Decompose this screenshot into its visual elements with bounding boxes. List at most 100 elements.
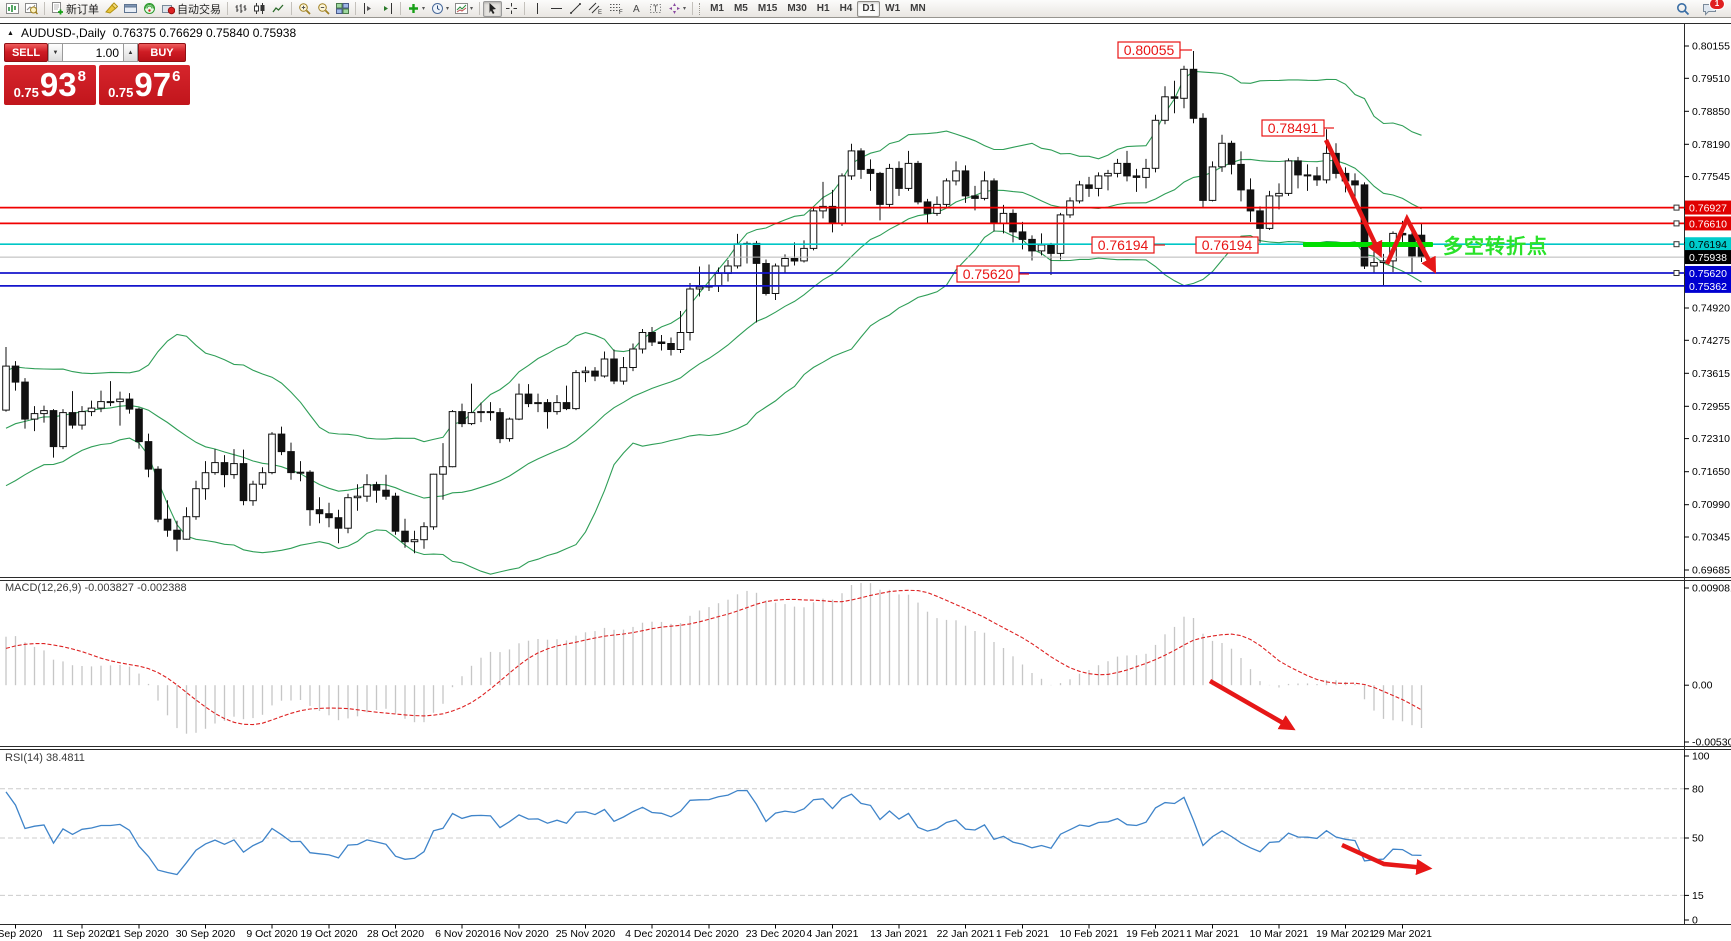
arrow-objects-icon: [669, 3, 681, 14]
svg-text:A: A: [633, 4, 640, 15]
text-icon: A: [633, 4, 640, 15]
rsi-down-arrow[interactable]: [1341, 842, 1433, 876]
price-callout-0.76194[interactable]: 0.76194: [1091, 236, 1165, 254]
timeframe-m1-button[interactable]: M1: [705, 1, 729, 17]
autotrading-button[interactable]: 自动交易: [159, 1, 224, 17]
buy-price-pip: 6: [172, 68, 181, 85]
buy-price-panel[interactable]: 0.75 97 6: [98, 65, 190, 105]
svg-text:0.74275: 0.74275: [1692, 335, 1730, 347]
cursor-button[interactable]: [483, 0, 503, 17]
strategy-tester-icon: [144, 3, 155, 14]
equidistant-channel-button[interactable]: E: [585, 1, 606, 17]
svg-text:F: F: [619, 10, 623, 15]
terminal-button[interactable]: [121, 1, 140, 17]
annotations[interactable]: 多空转折点 0.80055 0.78491 0.76194 0.76194 0.75620: [956, 41, 1548, 876]
buy-price-prefix: 0.75: [108, 85, 134, 100]
sell-button[interactable]: SELL: [4, 43, 48, 62]
svg-text:0.71650: 0.71650: [1692, 466, 1730, 478]
collapse-panel-icon[interactable]: ▲: [7, 29, 14, 37]
svg-text:2 Sep 2020: 2 Sep 2020: [0, 928, 43, 940]
search-button[interactable]: [1673, 1, 1693, 17]
price-callout-0.80055[interactable]: 0.80055: [1117, 41, 1192, 59]
indicators-add-button[interactable]: ▾: [404, 1, 428, 17]
buy-button[interactable]: BUY: [138, 43, 186, 62]
metaeditor-button[interactable]: [102, 1, 121, 17]
trendline-button[interactable]: [566, 1, 585, 17]
price-line-0.75620[interactable]: [0, 270, 1684, 276]
timeframe-d1-button[interactable]: D1: [857, 0, 881, 17]
svg-text:0.76194: 0.76194: [1098, 237, 1149, 253]
autotrading-icon: [162, 5, 175, 15]
timeframe-w1-button[interactable]: W1: [880, 1, 905, 17]
price-callout-0.76194[interactable]: 0.76194: [1195, 236, 1259, 254]
timeframe-m15-button[interactable]: M15: [753, 1, 782, 17]
svg-text:0.76610: 0.76610: [1689, 218, 1727, 230]
horizontal-line-button[interactable]: [547, 1, 566, 17]
zoom-in-button[interactable]: [295, 1, 314, 17]
profiles-button[interactable]: [22, 1, 41, 17]
chevron-down-icon: ▾: [470, 5, 474, 12]
toolbar-separator: [692, 2, 694, 15]
svg-text:0.80055: 0.80055: [1124, 42, 1175, 58]
line-chart-button[interactable]: [269, 1, 288, 17]
svg-text:0.70990: 0.70990: [1692, 499, 1730, 511]
arrows-button[interactable]: ▾: [665, 1, 689, 17]
annotation-text[interactable]: 多空转折点: [1443, 234, 1548, 258]
fibonacci-icon: F: [610, 4, 623, 15]
notifications-button[interactable]: 1: [1699, 0, 1725, 17]
trend-marker-line[interactable]: [1303, 242, 1433, 247]
new-chart-icon: [6, 3, 19, 14]
horizontal-line-icon: [551, 8, 563, 9]
svg-text:1 Feb 2021: 1 Feb 2021: [996, 928, 1049, 940]
main-down-arrow[interactable]: [1323, 139, 1383, 258]
svg-text:0.69685: 0.69685: [1692, 565, 1730, 577]
zigzag-arrow[interactable]: [1384, 213, 1437, 274]
periods-button[interactable]: ▾: [428, 1, 452, 17]
candlestick-chart-button[interactable]: [250, 1, 269, 17]
symbol-period-label: AUDUSD-,Daily: [20, 26, 106, 40]
autotrading-label: 自动交易: [177, 3, 221, 16]
sell-price-big: 93: [39, 66, 77, 103]
price-callout-0.78491[interactable]: 0.78491: [1261, 119, 1334, 137]
candlestick-chart-icon: [254, 3, 265, 14]
volume-increase-button[interactable]: ▲: [123, 43, 138, 62]
equidistant-channel-icon: E: [588, 2, 602, 15]
price-callout-0.75620[interactable]: 0.75620: [956, 265, 1029, 283]
chart-shift-button[interactable]: [359, 1, 378, 17]
templates-button[interactable]: ▾: [452, 1, 476, 17]
indicator-add-icon: [409, 4, 418, 13]
volume-decrease-button[interactable]: ▼: [48, 43, 63, 62]
new-chart-button[interactable]: [3, 1, 22, 17]
macd-down-arrow[interactable]: [1208, 679, 1296, 731]
timeframe-h1-button[interactable]: H1: [812, 1, 835, 17]
panel-frame: [0, 23, 1731, 925]
toolbar-separator: [400, 2, 401, 15]
svg-text:0.77545: 0.77545: [1692, 171, 1730, 183]
timeframe-m5-button[interactable]: M5: [729, 1, 753, 17]
tile-windows-button[interactable]: [333, 1, 352, 17]
volume-input[interactable]: [63, 43, 123, 62]
bar-chart-button[interactable]: [231, 1, 250, 17]
svg-text:1 Mar 2021: 1 Mar 2021: [1186, 928, 1239, 940]
vertical-line-button[interactable]: [528, 1, 547, 17]
fibonacci-button[interactable]: F: [606, 1, 627, 17]
text-label-button[interactable]: T: [646, 1, 665, 17]
zoom-out-button[interactable]: [314, 1, 333, 17]
strategy-tester-button[interactable]: [140, 1, 159, 17]
timeframe-h4-button[interactable]: H4: [835, 1, 858, 17]
auto-scroll-button[interactable]: [378, 1, 397, 17]
toolbar-separator: [227, 2, 228, 15]
timeframe-m30-button[interactable]: M30: [782, 1, 811, 17]
timeframe-mn-button[interactable]: MN: [905, 1, 931, 17]
new-order-button[interactable]: 新订单: [48, 1, 102, 17]
price-line-0.76927[interactable]: [0, 204, 1684, 211]
sell-price-panel[interactable]: 0.75 93 8: [4, 65, 96, 105]
toolbar-grip[interactable]: [699, 2, 702, 15]
toolbar-separator: [44, 2, 45, 15]
text-button[interactable]: A: [627, 1, 646, 17]
crosshair-button[interactable]: [502, 1, 521, 17]
metaeditor-icon: [105, 2, 118, 14]
